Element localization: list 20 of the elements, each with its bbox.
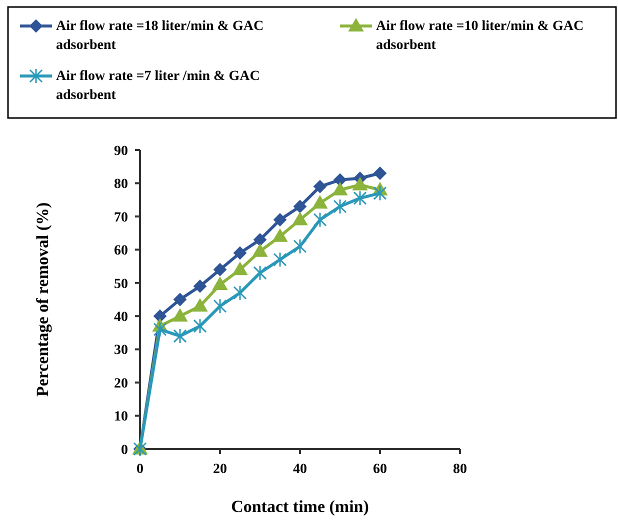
y-tick-label: 20 [114,376,128,392]
legend-label: Air flow rate =10 liter/min & GAC adsorbent [376,19,584,53]
x-tick-label: 80 [453,462,467,477]
x-tick-label: 40 [293,462,307,477]
y-tick-label: 40 [114,310,128,326]
legend-label: Air flow rate =18 liter/min & GAC adsorbent [56,19,264,53]
y-tick-label: 90 [114,144,128,159]
y-tick-label: 10 [114,410,128,425]
x-tick-label: 60 [373,462,387,477]
y-tick-label: 30 [114,343,128,358]
y-tick-label: 0 [121,442,128,458]
x-axis-title: Contact time (min) [231,497,369,516]
x-tick-label: 0 [136,462,144,477]
legend-label: Air flow rate =7 liter /min & GAC adsorbent [56,69,260,103]
y-tick-label: 60 [114,244,128,259]
y-axis-title: Percentage of removal (%) [33,202,52,397]
y-tick-label: 50 [114,276,128,292]
y-tick-label: 80 [114,177,128,192]
x-tick-label: 20 [213,462,227,477]
y-tick-label: 70 [114,210,128,226]
